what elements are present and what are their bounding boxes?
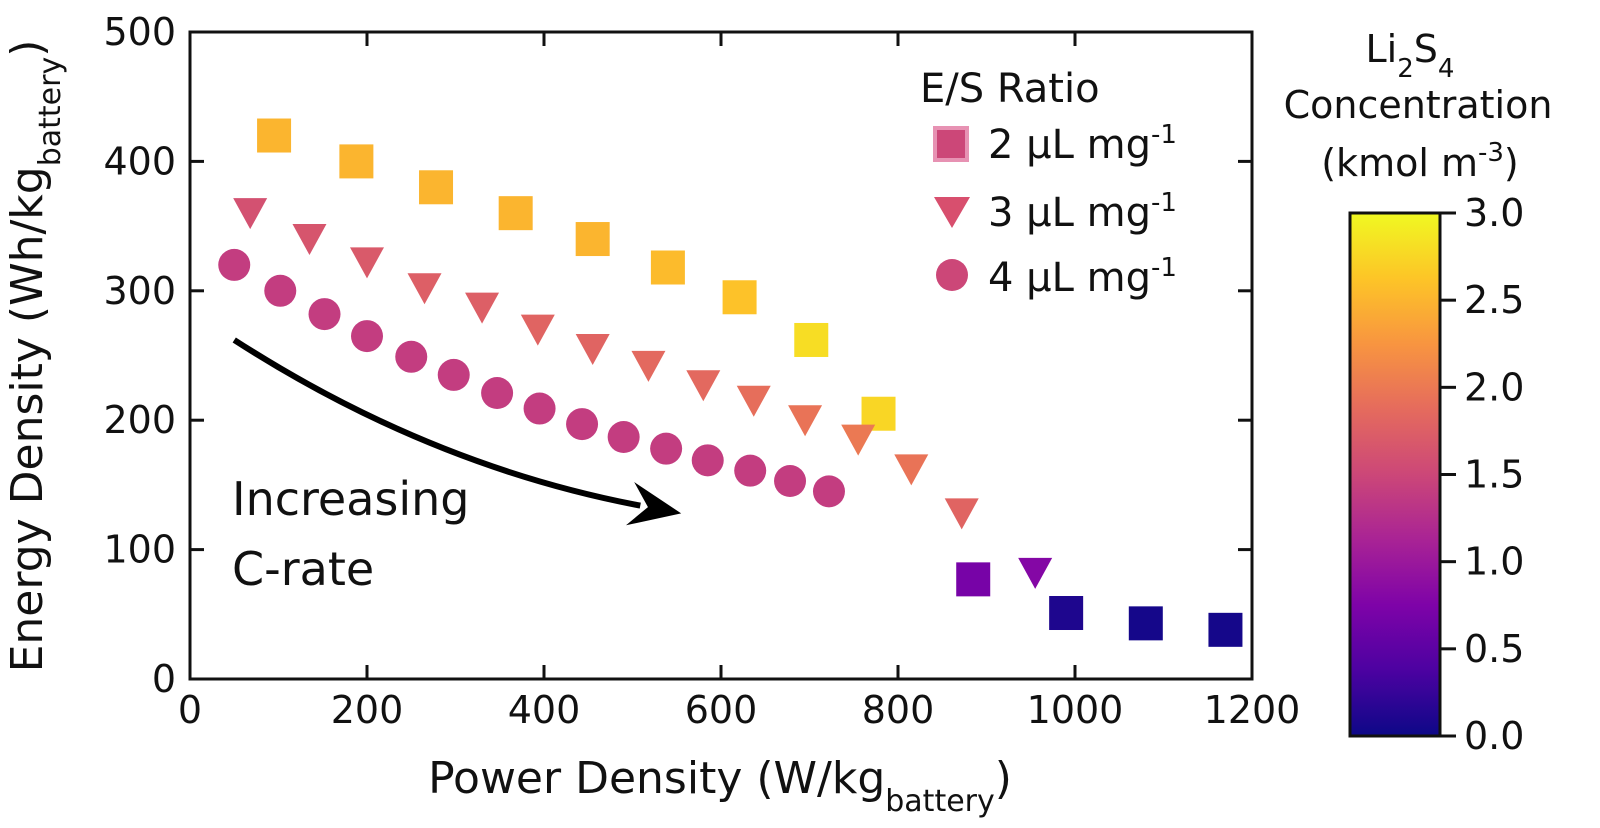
circle-point	[481, 377, 514, 410]
square-point	[722, 280, 757, 315]
axis-ticks	[188, 30, 1254, 681]
circle-point	[308, 298, 341, 331]
colorbar-tick-label: 2.0	[1464, 365, 1524, 409]
triangle-point	[841, 424, 876, 456]
c-rate-arrow-head	[625, 482, 682, 526]
y-tick-label: 0	[152, 657, 176, 701]
triangle-point	[407, 273, 442, 305]
legend-marker-square	[933, 126, 969, 162]
x-axis-title-sub: battery	[885, 784, 995, 819]
triangle-point	[520, 314, 555, 346]
x-tick-label: 1000	[1027, 688, 1124, 732]
annotation-line-1: Increasing	[232, 472, 470, 526]
square-point	[575, 222, 610, 257]
triangle-point	[233, 198, 268, 230]
legend-label-3: 3 μL mg-1	[988, 188, 1177, 236]
triangle-point	[292, 224, 327, 256]
circle-point	[734, 454, 767, 487]
colorbar-tick-label: 1.0	[1464, 540, 1524, 584]
circle-point	[691, 444, 724, 477]
square-point	[257, 118, 292, 153]
colorbar-title-line-1: Li2S4	[1366, 27, 1455, 84]
square-point	[650, 250, 685, 285]
legend-title: E/S Ratio	[920, 66, 1100, 112]
triangle-point	[736, 385, 771, 417]
circle-point	[812, 475, 845, 508]
circle-point	[523, 392, 556, 425]
triangle-point	[1018, 557, 1053, 589]
triangle-point	[631, 350, 666, 382]
x-tick-label: 600	[685, 688, 758, 732]
x-tick-label: 800	[862, 688, 935, 732]
colorbar-ticks: 0.0 0.5 1.0 1.5 2.0 2.5 3.0	[1440, 191, 1524, 758]
colorbar-tick-label: 2.5	[1464, 278, 1524, 322]
circle-point	[264, 274, 297, 307]
y-tick-label: 400	[103, 139, 176, 183]
y-axis-title-sub: battery	[33, 57, 68, 167]
axis-tick-labels: 0 200 400 600 800 1000 1200 0 100 200 300 400 500	[103, 10, 1300, 732]
square-point	[498, 196, 533, 231]
y-tick-label: 500	[103, 10, 176, 54]
y-tick-label: 200	[103, 398, 176, 442]
y-tick-label: 300	[103, 269, 176, 313]
circle-point	[437, 358, 470, 391]
colorbar-tick-label: 0.0	[1464, 714, 1524, 758]
circle-point	[607, 421, 640, 454]
legend-label-4: 4 μL mg-1	[988, 253, 1177, 301]
data-points	[218, 118, 1243, 647]
square-point	[339, 144, 374, 179]
x-axis-title: Power Density (W/kgbattery)	[428, 753, 1012, 819]
triangle-point	[944, 498, 979, 530]
y-axis-title: Energy Density (Wh/kgbattery)	[2, 40, 68, 673]
triangle-point	[686, 370, 721, 402]
circle-point	[218, 248, 251, 281]
square-point	[1208, 612, 1243, 647]
circle-point	[774, 465, 807, 498]
square-point	[794, 322, 829, 357]
colorbar: Li2S4 Concentration (kmol m-3) 0.0 0.5 1.0…	[1284, 27, 1553, 758]
colorbar-tick-label: 1.5	[1464, 453, 1524, 497]
square-point	[956, 562, 991, 597]
colorbar-tick-label: 3.0	[1464, 191, 1524, 235]
colorbar-tick-label: 0.5	[1464, 627, 1524, 671]
x-tick-label: 400	[508, 688, 581, 732]
square-point	[1128, 606, 1163, 641]
x-tick-label: 1200	[1204, 688, 1301, 732]
colorbar-title-line-3: (kmol m-3)	[1321, 138, 1519, 185]
colorbar-title-line-2: Concentration	[1284, 83, 1553, 127]
annotation-line-2: C-rate	[232, 542, 374, 596]
circle-point	[650, 432, 683, 465]
legend-label-2: 2 μL mg-1	[988, 120, 1177, 168]
triangle-point	[465, 292, 500, 324]
circle-point	[566, 408, 599, 441]
square-point	[419, 170, 454, 205]
square-point	[1049, 596, 1084, 631]
x-tick-label: 0	[178, 688, 202, 732]
legend-marker-circle	[936, 259, 968, 291]
triangle-point	[894, 454, 929, 486]
c-rate-arrow	[232, 337, 641, 509]
circle-point	[351, 320, 383, 353]
y-tick-label: 100	[103, 528, 176, 572]
circle-point	[395, 340, 428, 373]
colorbar-gradient	[1348, 211, 1442, 738]
x-tick-label: 200	[331, 688, 404, 732]
triangle-point	[350, 247, 384, 279]
triangle-point	[575, 334, 610, 366]
legend: E/S Ratio 2 μL mg-1 3 μL mg-1 4 μL mg-1	[920, 66, 1177, 301]
triangle-point	[788, 405, 823, 437]
legend-marker-triangle	[934, 197, 970, 228]
